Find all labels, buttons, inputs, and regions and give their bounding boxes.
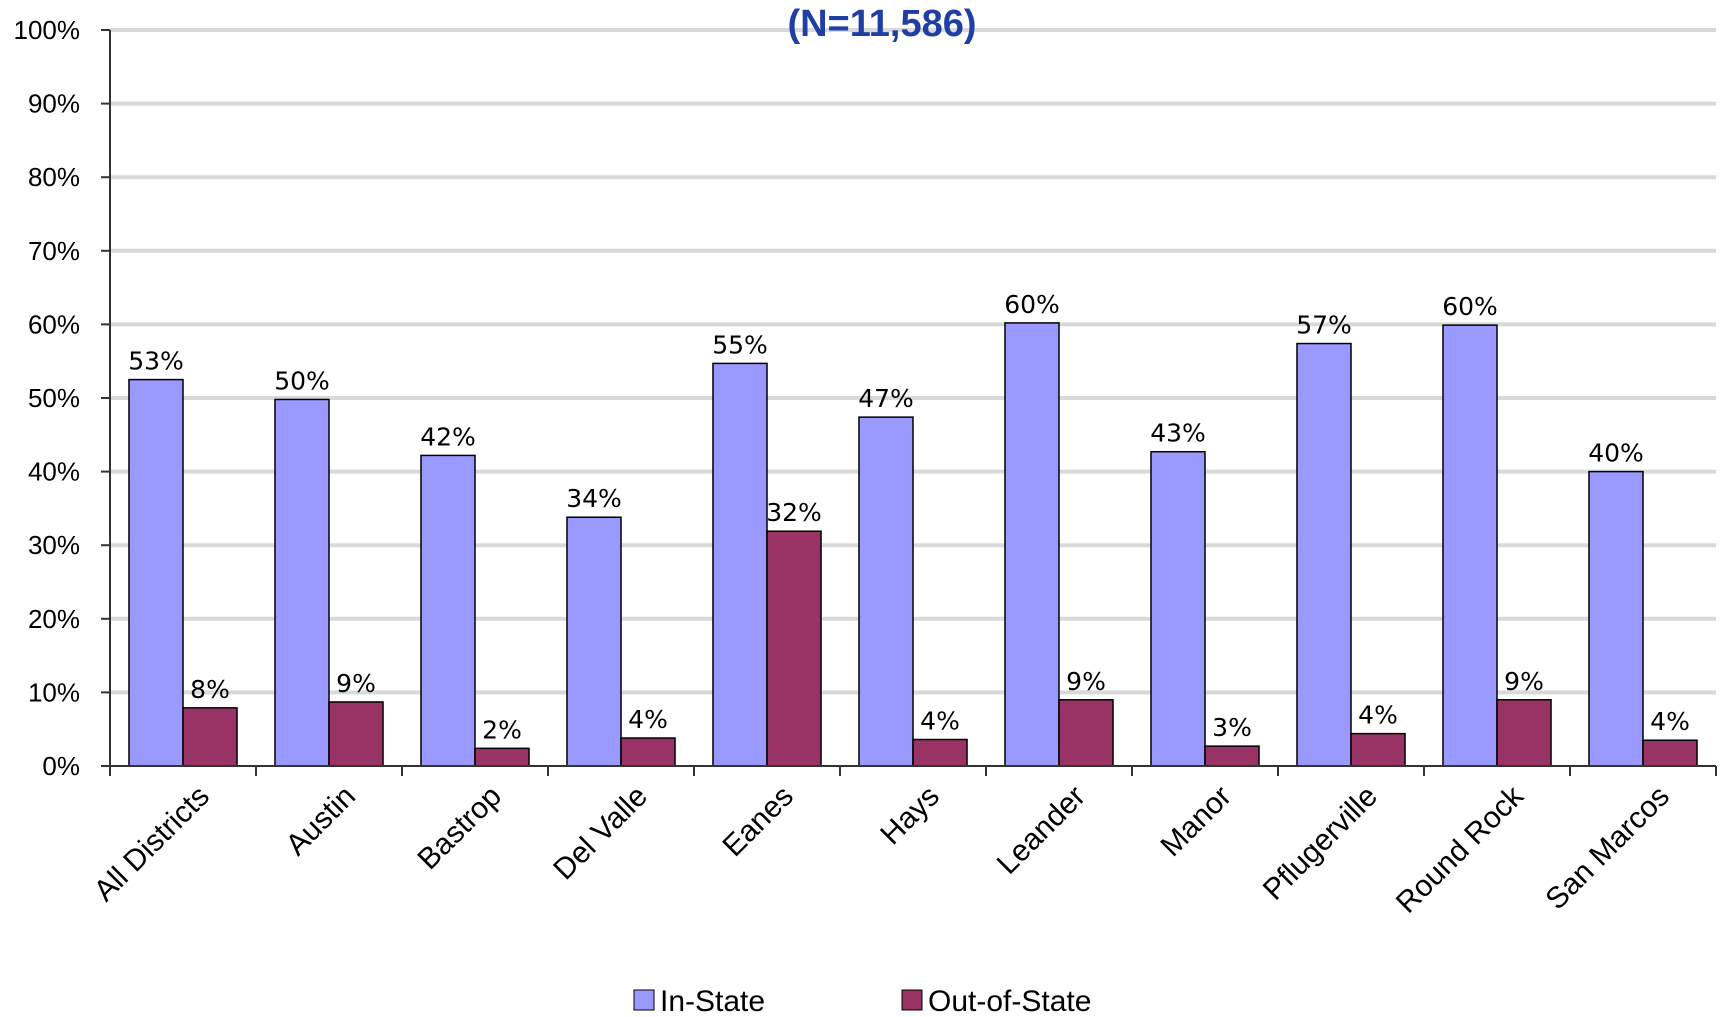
bar	[328, 701, 384, 767]
gridlines	[110, 28, 1716, 695]
bar	[1496, 699, 1552, 767]
x-category-label: Del Valle	[547, 780, 654, 887]
y-tick-label: 20%	[28, 604, 80, 634]
y-tick-label: 80%	[28, 162, 80, 192]
data-label: 60%	[1004, 290, 1060, 319]
x-category-label: Eanes	[716, 780, 799, 863]
bars	[128, 322, 1698, 767]
axes	[109, 30, 1717, 776]
bar	[1296, 342, 1352, 767]
x-category-label: Pflugerville	[1257, 780, 1384, 907]
legend-swatch	[633, 989, 655, 1011]
bar	[1642, 739, 1698, 767]
data-label: 60%	[1442, 292, 1498, 321]
chart-title: (N=11,586)	[787, 3, 976, 45]
y-tick-label: 70%	[28, 236, 80, 266]
data-labels: 53% 50% 42% 34% 55% 47% 60% 43% 57% 60% 40% 8% 9% 2% 4…	[128, 290, 1690, 744]
data-label: 53%	[128, 347, 184, 376]
bar	[128, 378, 184, 767]
data-label: 4%	[628, 705, 668, 734]
data-label: 3%	[1212, 713, 1252, 742]
x-axis-categories: All Districts Austin Bastrop Del Valle Eanes…	[88, 779, 1676, 920]
x-category-label: Leander	[991, 780, 1092, 881]
x-category-label: Hays	[874, 780, 946, 852]
bar	[182, 707, 238, 767]
y-tick-label: 50%	[28, 383, 80, 413]
data-label: 4%	[1358, 701, 1398, 730]
bar	[858, 416, 914, 767]
x-category-label: San Marcos	[1539, 780, 1676, 917]
bar	[620, 737, 676, 767]
legend-swatch	[901, 989, 923, 1011]
y-tick-label: 0%	[42, 751, 80, 781]
data-label: 32%	[766, 498, 822, 527]
y-tick-label: 30%	[28, 530, 80, 560]
data-label: 9%	[336, 669, 376, 698]
data-label: 34%	[566, 484, 622, 513]
data-label: 55%	[712, 330, 768, 359]
x-category-label: Bastrop	[412, 780, 508, 876]
y-tick-label: 60%	[28, 309, 80, 339]
bar	[1350, 732, 1406, 767]
legend-label: In-State	[660, 985, 765, 1017]
x-category-label: Round Rock	[1390, 779, 1531, 920]
data-label: 4%	[920, 707, 960, 736]
bar	[566, 516, 622, 767]
bar	[1442, 324, 1498, 767]
x-category-label: All Districts	[88, 780, 216, 908]
x-category-label: Manor	[1154, 780, 1237, 863]
data-label: 47%	[858, 384, 914, 413]
y-axis-ticks: 0% 10% 20% 30% 40% 50% 60% 70% 80% 90% 100%	[14, 15, 110, 781]
y-tick-label: 90%	[28, 89, 80, 119]
bar	[766, 530, 822, 767]
data-label: 2%	[482, 715, 522, 744]
data-label: 9%	[1504, 667, 1544, 696]
y-tick-label: 100%	[14, 15, 81, 45]
bar	[912, 738, 968, 767]
data-label: 57%	[1296, 311, 1352, 340]
bar	[274, 398, 330, 767]
bar	[1058, 699, 1114, 767]
data-label: 8%	[190, 675, 230, 704]
y-tick-label: 40%	[28, 457, 80, 487]
legend: In-State Out-of-State	[633, 985, 1091, 1017]
bar	[1150, 450, 1206, 767]
bar	[1004, 322, 1060, 767]
bar	[474, 747, 530, 767]
data-label: 43%	[1150, 419, 1206, 448]
data-label: 4%	[1650, 707, 1690, 736]
data-label: 42%	[420, 422, 476, 451]
bar	[1588, 470, 1644, 767]
bar	[1204, 745, 1260, 767]
data-label: 40%	[1588, 439, 1644, 468]
x-category-label: Austin	[280, 780, 362, 862]
bar	[712, 362, 768, 767]
y-tick-label: 10%	[28, 677, 80, 707]
data-label: 9%	[1066, 667, 1106, 696]
legend-label: Out-of-State	[928, 985, 1091, 1017]
data-label: 50%	[274, 366, 330, 395]
bar	[420, 454, 476, 767]
